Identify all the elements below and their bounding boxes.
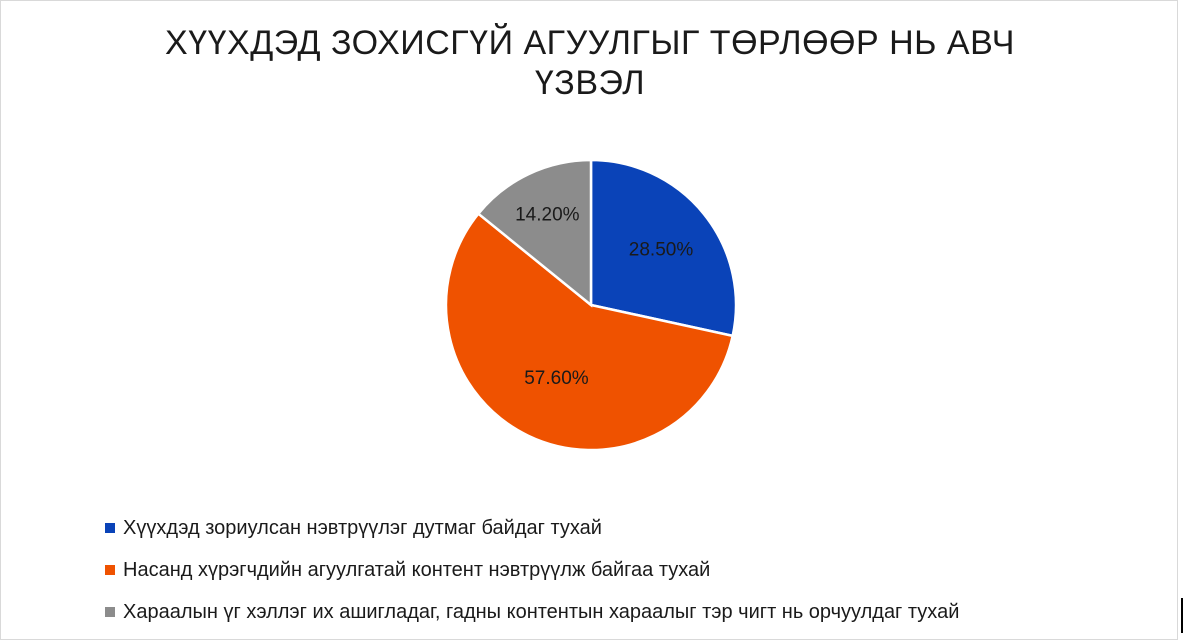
pie-slice-0: [589, 158, 738, 338]
legend-label-1: Насанд хүрэгчдийн агуулгатай контент нэв…: [123, 558, 711, 581]
chart-title-line-2: ҮЗВЭЛ: [534, 64, 646, 102]
chart-title-line-1: ХҮҮХДЭД ЗОХИСГҮЙ АГУУЛГЫГ ТӨРЛӨӨР НЬ АВЧ: [165, 24, 1015, 62]
data-label-2: 14.20%: [515, 204, 580, 225]
legend-item-2: Хараалын үг хэллэг их ашигладаг, гадны к…: [105, 591, 959, 633]
legend-swatch-2: [105, 607, 115, 617]
pie-slice-1: [444, 211, 735, 452]
legend-item-0: Хүүхдэд зориулсан нэвтрүүлэг дутмаг байд…: [105, 507, 959, 549]
chart-title: ХҮҮХДЭД ЗОХИСГҮЙ АГУУЛГЫГ ТӨРЛӨӨР НЬ АВЧ…: [1, 23, 1179, 103]
legend-label-2: Хараалын үг хэллэг их ашигладаг, гадны к…: [123, 600, 960, 623]
legend-label-0: Хүүхдэд зориулсан нэвтрүүлэг дутмаг байд…: [123, 516, 602, 539]
legend-item-1: Насанд хүрэгчдийн агуулгатай контент нэв…: [105, 549, 959, 591]
edge-marker: [1181, 598, 1183, 633]
legend-swatch-0: [105, 523, 115, 533]
pie-slice-2: [476, 158, 593, 308]
data-label-1: 57.60%: [524, 368, 589, 389]
legend-swatch-1: [105, 565, 115, 575]
legend: Хүүхдэд зориулсан нэвтрүүлэг дутмаг байд…: [105, 507, 959, 633]
data-label-0: 28.50%: [629, 240, 694, 261]
